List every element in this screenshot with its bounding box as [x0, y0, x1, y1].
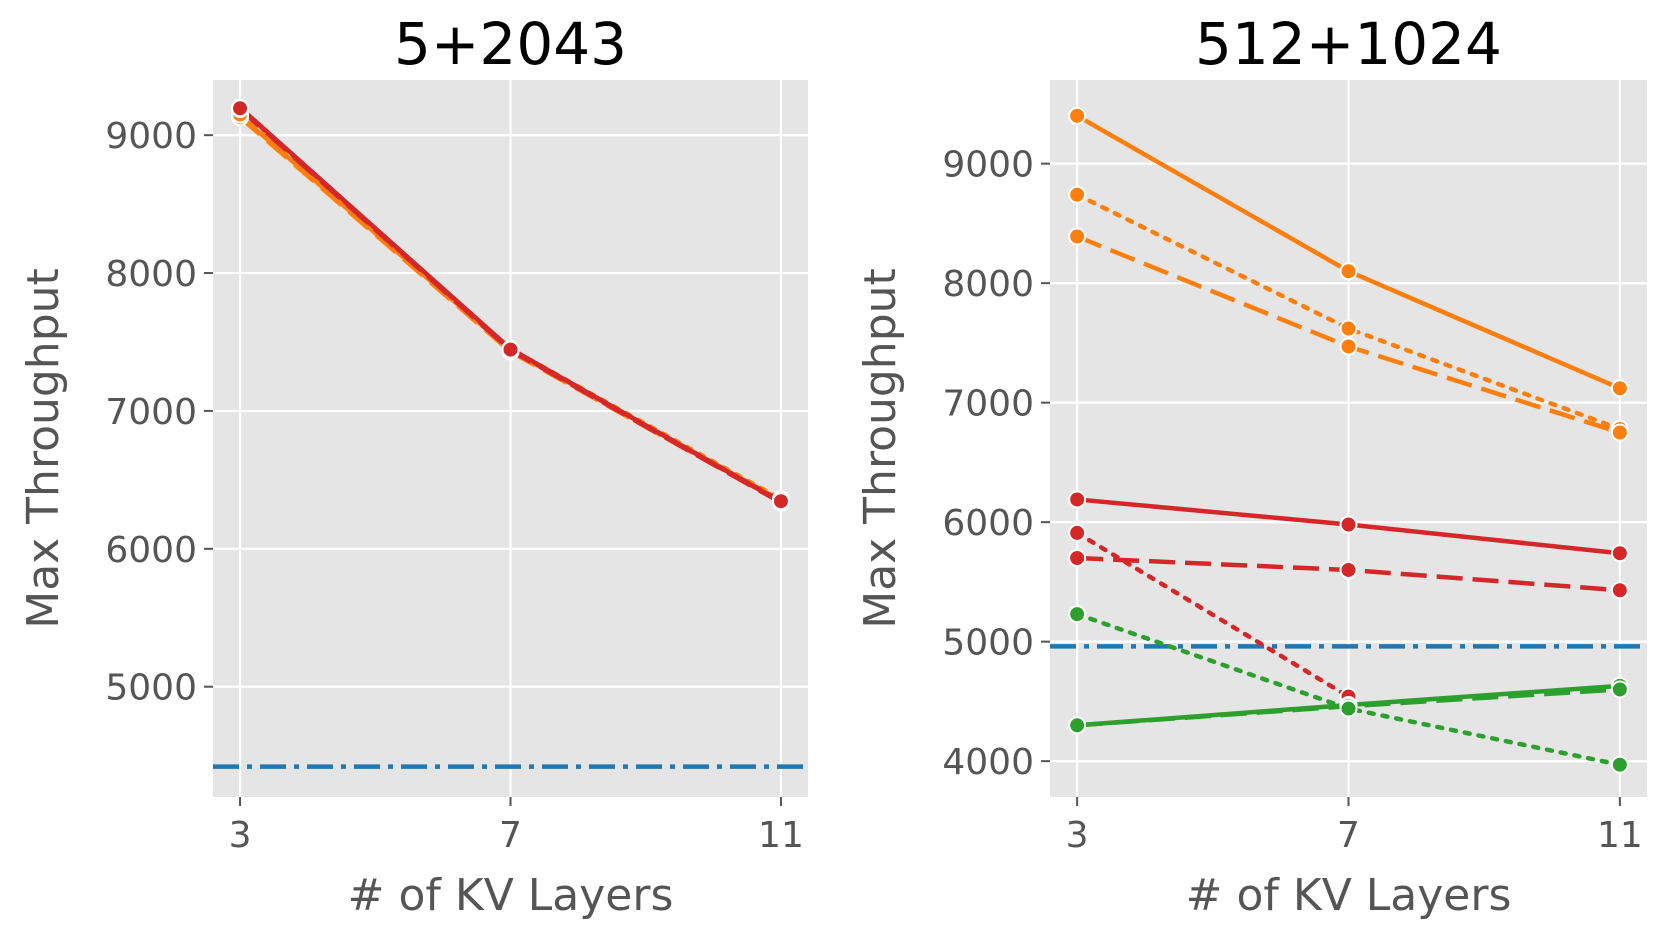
data-point — [1339, 319, 1358, 338]
data-point — [1610, 544, 1629, 563]
y-tick-label: 5000 — [942, 623, 1034, 664]
data-point — [1339, 262, 1358, 281]
data-point — [1610, 423, 1629, 442]
y-tick-label: 4000 — [942, 742, 1034, 783]
data-point — [1068, 185, 1087, 204]
chart-title-right: 512+1024 — [1195, 10, 1502, 78]
x-ticks-right: 3 7 11 — [1066, 797, 1643, 856]
y-axis-label-left: Max Throughput — [18, 268, 69, 629]
x-tick-label: 3 — [229, 815, 252, 856]
data-point — [1068, 523, 1087, 542]
data-point — [1339, 699, 1358, 718]
chart-panel-right: 4000 5000 6000 7000 8000 9000 3 7 11 512+1024 #… — [855, 10, 1647, 921]
series-line — [1074, 611, 1623, 767]
y-tick-label: 6000 — [942, 503, 1034, 544]
data-point — [1068, 106, 1087, 125]
y-axis-label-right: Max Throughput — [855, 268, 906, 629]
data-point — [1339, 560, 1358, 579]
series-line — [1074, 530, 1351, 699]
data-point — [501, 340, 520, 359]
data-point — [1610, 680, 1629, 699]
data-point — [231, 99, 250, 118]
series-line — [1074, 192, 1623, 432]
x-ticks-left: 3 7 11 — [229, 797, 804, 856]
data-point — [1610, 581, 1629, 600]
data-point — [1610, 755, 1629, 774]
y-ticks-right: 4000 5000 6000 7000 8000 9000 — [942, 145, 1050, 783]
data-point — [1068, 227, 1087, 246]
data-point — [1068, 490, 1087, 509]
data-point — [1068, 605, 1087, 624]
data-point — [1068, 549, 1087, 567]
x-tick-label: 11 — [758, 815, 804, 856]
x-tick-label: 11 — [1597, 815, 1643, 856]
gridlines-left — [213, 80, 808, 797]
y-ticks-left: 5000 6000 7000 8000 9000 — [105, 116, 213, 709]
x-tick-label: 7 — [499, 815, 522, 856]
y-tick-label: 6000 — [105, 530, 197, 571]
x-tick-label: 7 — [1337, 815, 1360, 856]
y-tick-label: 9000 — [105, 116, 197, 157]
x-tick-label: 3 — [1066, 815, 1089, 856]
data-point — [1610, 379, 1629, 398]
y-tick-label: 5000 — [105, 668, 197, 709]
series-right — [1068, 106, 1629, 774]
data-point — [1339, 337, 1358, 356]
x-axis-label-left: # of KV Layers — [348, 870, 674, 921]
y-tick-label: 8000 — [105, 254, 197, 295]
y-tick-label: 9000 — [942, 145, 1034, 186]
data-point — [1068, 716, 1087, 735]
x-axis-label-right: # of KV Layers — [1186, 870, 1512, 921]
y-tick-label: 8000 — [942, 264, 1034, 305]
data-point — [771, 492, 790, 511]
y-tick-label: 7000 — [105, 392, 197, 433]
series-left — [231, 98, 790, 512]
chart-title-left: 5+2043 — [394, 10, 627, 78]
data-point — [1339, 515, 1358, 534]
chart-panel-left: 5000 6000 7000 8000 9000 3 7 11 5+2043 # of KV… — [18, 10, 808, 921]
y-tick-label: 7000 — [942, 384, 1034, 425]
